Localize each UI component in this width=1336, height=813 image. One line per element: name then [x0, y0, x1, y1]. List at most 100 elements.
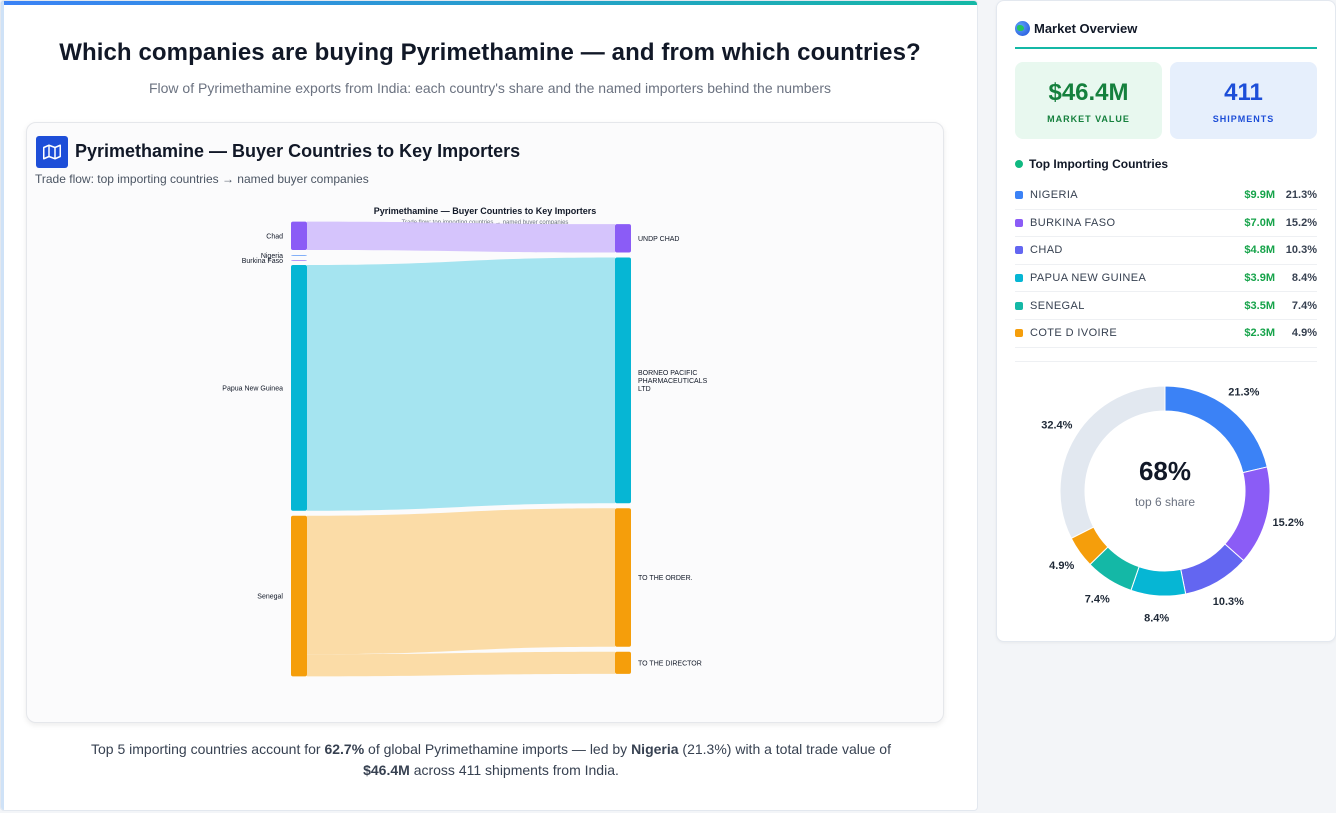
country-swatch — [1015, 301, 1023, 310]
sankey-node-label: TO THE ORDER. — [638, 575, 693, 582]
sankey-node-label: UNDP CHAD — [638, 236, 680, 243]
country-swatch — [1015, 329, 1023, 338]
country-value: $3.9M — [1244, 272, 1275, 285]
summary-highlight: $46.4M — [363, 762, 410, 778]
sankey-node-label: Burkina Faso — [242, 258, 283, 265]
divider — [1015, 361, 1317, 362]
summary-part: of global Pyrimethamine imports — led by — [364, 741, 632, 757]
left-accent — [1, 1, 4, 810]
donut-slice-label: 21.3% — [1228, 386, 1259, 398]
globe-icon — [1015, 21, 1030, 36]
donut-slice-label: 10.3% — [1213, 596, 1244, 608]
summary-highlight: Nigeria — [631, 741, 679, 757]
shipments-label: SHIPMENTS — [1212, 114, 1275, 124]
country-name: PAPUA NEW GUINEA — [1030, 272, 1147, 285]
country-share: 8.4% — [1291, 272, 1317, 285]
sankey-link — [307, 508, 615, 655]
sankey-node-right — [615, 651, 631, 674]
country-share: 10.3% — [1285, 244, 1317, 257]
country-row: COTE D IVOIRE $2.3M 4.9% — [1015, 320, 1317, 348]
sankey-node-left — [291, 260, 307, 261]
donut-center-label: top 6 share — [1135, 495, 1195, 509]
sankey-link — [307, 651, 615, 677]
sankey-node-left — [291, 221, 307, 250]
shipments-value: 411 — [1224, 79, 1263, 106]
top-countries-label: Top Importing Countries — [1029, 157, 1169, 171]
donut-slice-label: 4.9% — [1049, 560, 1074, 572]
country-name: NIGERIA — [1030, 189, 1079, 202]
country-name: CHAD — [1030, 244, 1063, 257]
donut-center-value: 68% — [1139, 456, 1191, 486]
sankey-link — [307, 257, 615, 511]
donut-slice-label: 32.4% — [1041, 419, 1072, 431]
country-swatch — [1015, 246, 1023, 255]
market-overview-panel: Market Overview $46.4M MARKET VALUE 411 … — [996, 0, 1336, 642]
chart-title: Pyrimethamine — Buyer Countries to Key I… — [75, 141, 521, 161]
country-value: $4.8M — [1244, 244, 1275, 257]
sankey-inner-title: Pyrimethamine — Buyer Countries to Key I… — [374, 206, 597, 216]
sankey-chart: Pyrimethamine — Buyer Countries to Key I… — [222, 206, 708, 677]
sankey-node-left — [291, 255, 307, 256]
market-value-label: MARKET VALUE — [1047, 114, 1130, 124]
summary-part: across 411 shipments from India. — [409, 762, 619, 778]
country-name: BURKINA FASO — [1030, 216, 1116, 229]
country-share: 21.3% — [1285, 189, 1317, 202]
chart-subtitle: Trade flow: top importing countries → na… — [35, 172, 369, 186]
country-value: $2.3M — [1244, 327, 1275, 340]
market-overview-title: Market Overview — [1015, 21, 1137, 36]
page-subtitle: Flow of Pyrimethamine exports from India… — [148, 80, 831, 96]
donut-slice-label: 8.4% — [1144, 613, 1169, 625]
donut-slice-label: 15.2% — [1273, 517, 1304, 529]
summary-part: (21.3%) with a total trade value of — [678, 741, 891, 757]
country-swatch — [1015, 191, 1023, 200]
shipments-kpi: 411 SHIPMENTS — [1170, 62, 1317, 139]
map-icon — [36, 136, 68, 168]
sankey-node-label: BORNEO PACIFIC PHARMACEUTICALS LTD — [638, 370, 708, 393]
top-countries-heading: Top Importing Countries — [1015, 157, 1168, 171]
country-name: COTE D IVOIRE — [1030, 327, 1118, 340]
sankey-node-label: TO THE DIRECTOR — [638, 660, 702, 667]
summary-highlight: 62.7% — [324, 741, 365, 757]
sankey-node-right — [615, 508, 631, 647]
country-value: $7.0M — [1244, 216, 1275, 229]
summary-text: Top 5 importing countries account for 62… — [51, 739, 931, 781]
country-swatch — [1015, 274, 1023, 283]
market-value: $46.4M — [1048, 79, 1129, 106]
sankey-node-left — [291, 515, 307, 677]
sankey-node-right — [615, 257, 631, 504]
main-panel: Which companies are buying Pyrimethamine… — [0, 0, 978, 811]
status-dot — [1015, 160, 1023, 168]
country-share: 4.9% — [1291, 327, 1317, 340]
summary-part: Top 5 importing countries account for — [91, 741, 325, 757]
country-share: 15.2% — [1285, 216, 1317, 229]
donut-slice-label: 7.4% — [1085, 593, 1110, 605]
country-list: NIGERIA $9.9M 21.3% BURKINA FASO $7.0M 15.2% C… — [1015, 182, 1317, 348]
sankey-card: Pyrimethamine — Buyer Countries to Key I… — [26, 122, 944, 723]
country-row: PAPUA NEW GUINEA $3.9M 8.4% — [1015, 265, 1317, 293]
country-name: SENEGAL — [1030, 299, 1085, 312]
title-divider — [1015, 47, 1317, 49]
country-row: CHAD $4.8M 10.3% — [1015, 237, 1317, 265]
share-donut-chart: 21.3% 15.2% 10.3% 8.4% 7.4% 4.9% 32.4% 68% top… — [1041, 385, 1304, 625]
country-value: $3.5M — [1244, 299, 1275, 312]
donut-slice — [1059, 385, 1166, 539]
sankey-node-label: Papua New Guinea — [222, 385, 283, 392]
market-overview-label: Market Overview — [1034, 21, 1138, 36]
donut-slice — [1130, 566, 1187, 597]
country-share: 7.4% — [1291, 299, 1317, 312]
sankey-link — [307, 221, 615, 253]
sankey-node-label: Chad — [266, 233, 283, 240]
country-row: SENEGAL $3.5M 7.4% — [1015, 292, 1317, 320]
donut-slice — [1224, 466, 1271, 562]
country-value: $9.9M — [1244, 189, 1275, 202]
sankey-node-right — [615, 224, 631, 253]
country-row: NIGERIA $9.9M 21.3% — [1015, 182, 1317, 210]
sankey-node-label: Senegal — [257, 594, 283, 601]
country-swatch — [1015, 218, 1023, 227]
sankey-node-label: Nigeria — [261, 253, 283, 260]
country-row: BURKINA FASO $7.0M 15.2% — [1015, 210, 1317, 238]
page-title: Which companies are buying Pyrimethamine… — [59, 39, 921, 66]
sankey-node-left — [291, 265, 307, 511]
sankey-inner-subtitle: Trade flow: top importing countries → na… — [402, 220, 569, 226]
accent-bar — [1, 1, 977, 5]
